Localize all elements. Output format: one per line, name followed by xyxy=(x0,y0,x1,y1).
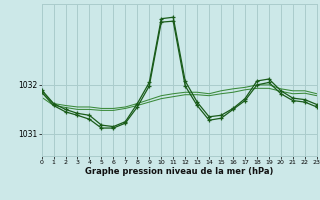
X-axis label: Graphe pression niveau de la mer (hPa): Graphe pression niveau de la mer (hPa) xyxy=(85,167,273,176)
